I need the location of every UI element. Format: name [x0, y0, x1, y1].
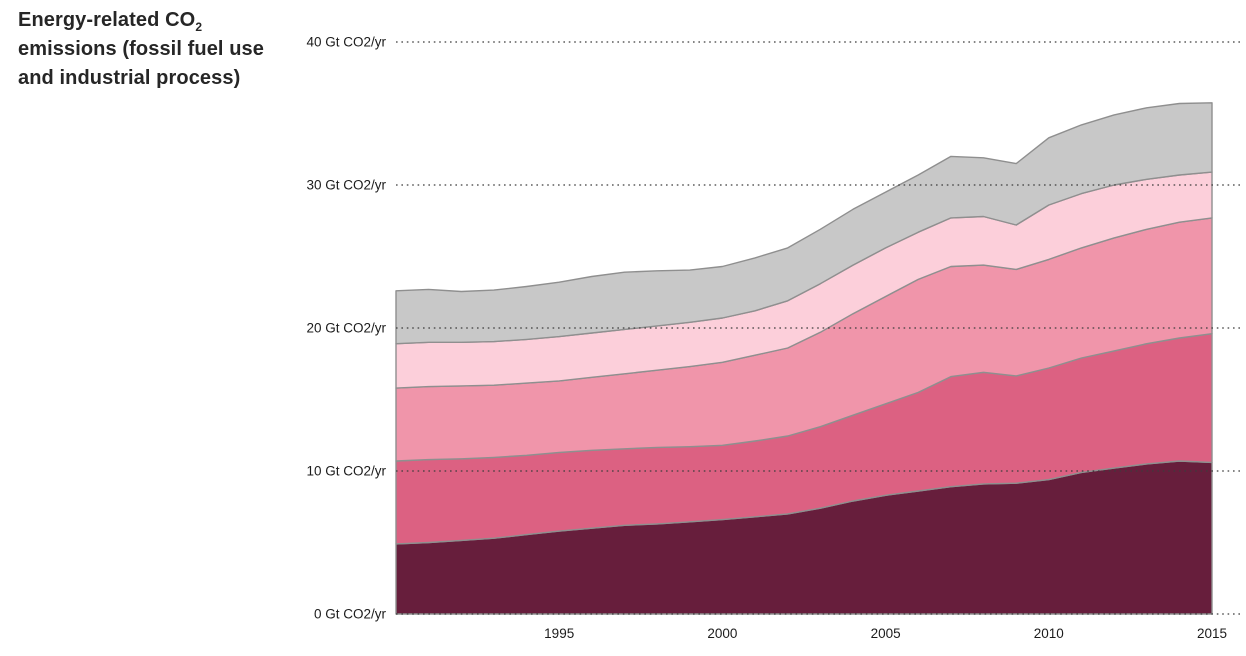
- chart-title-line2: emissions (fossil fuel use: [18, 38, 265, 60]
- y-axis-label-10: 10 Gt CO2/yr: [306, 464, 386, 479]
- y-axis-label-0: 0 Gt CO2/yr: [314, 607, 387, 622]
- chart-title: Energy-related CO2 emissions (fossil fue…: [18, 6, 278, 93]
- chart-title-line3: and industrial process): [18, 67, 241, 89]
- area-layer-5-gray: [395, 102, 1213, 345]
- y-axis-label-20: 20 Gt CO2/yr: [306, 321, 386, 336]
- chart-title-line1: Energy-related CO: [18, 9, 196, 31]
- x-axis-label-2010: 2010: [1034, 626, 1064, 641]
- chart-title-subscript: 2: [195, 20, 203, 34]
- x-axis-label-2015: 2015: [1197, 626, 1227, 641]
- y-axis-label-30: 30 Gt CO2/yr: [306, 178, 386, 193]
- x-axis-label-2000: 2000: [707, 626, 737, 641]
- y-axis-label-40: 40 Gt CO2/yr: [306, 35, 386, 50]
- x-axis-label-1995: 1995: [544, 626, 574, 641]
- x-axis-label-2005: 2005: [871, 626, 901, 641]
